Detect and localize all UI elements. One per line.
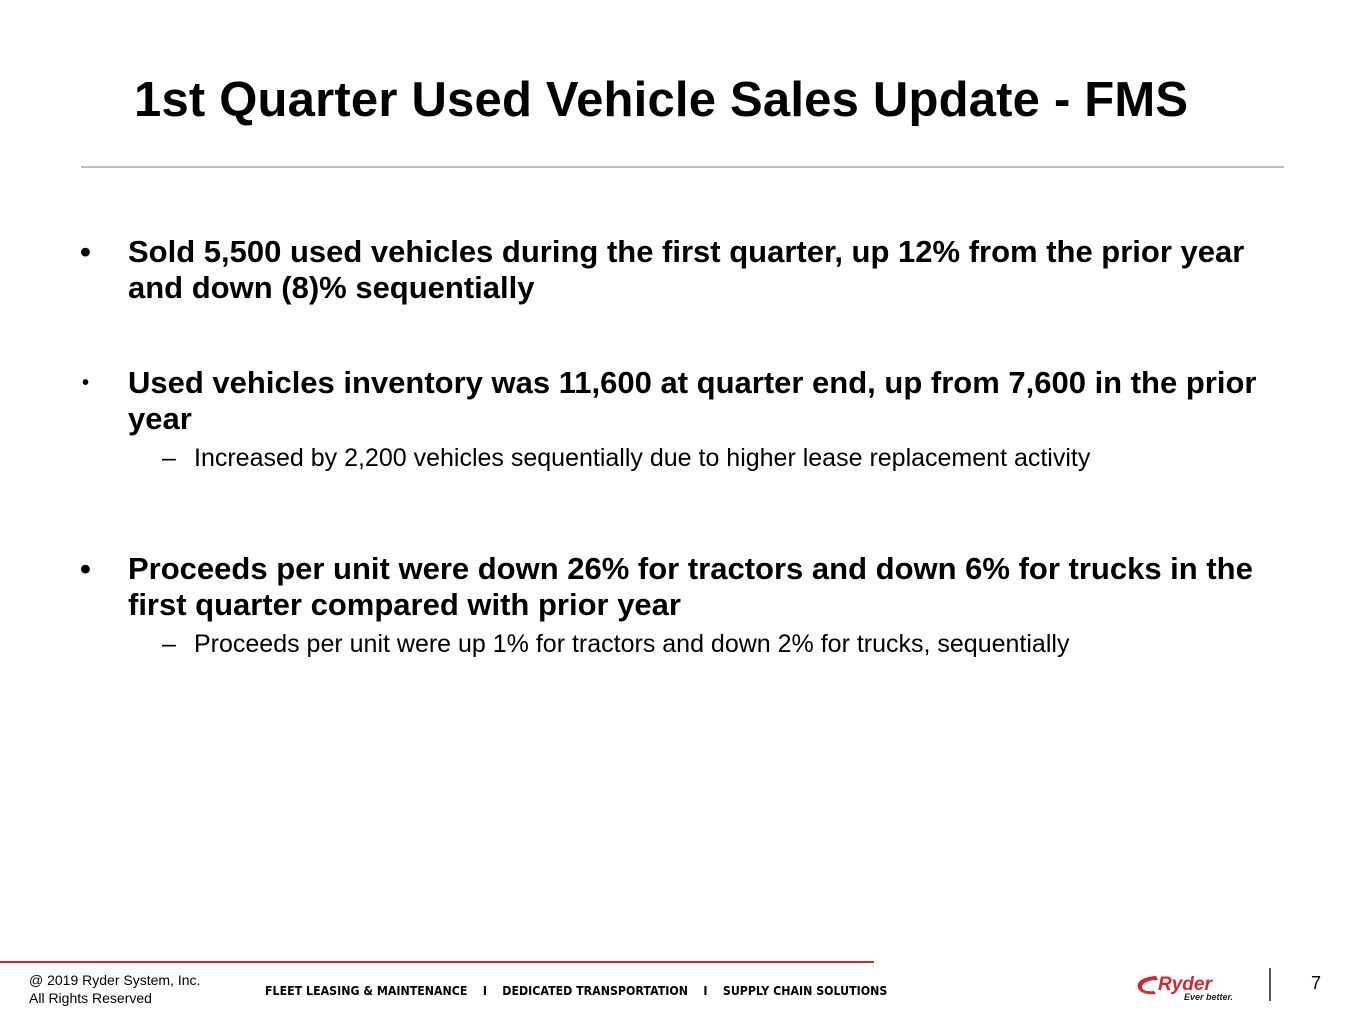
slide-title: 1st Quarter Used Vehicle Sales Update - … bbox=[134, 73, 1189, 127]
footer-divider bbox=[0, 961, 874, 963]
logo-slogan: Ever better. bbox=[1184, 992, 1233, 1002]
bullet-item: • Proceeds per unit were down 26% for tr… bbox=[80, 551, 1270, 659]
ryder-logo: Ryder Ever better. bbox=[1137, 974, 1233, 1002]
sub-bullet-marker: – bbox=[162, 444, 176, 472]
logo-swoosh-icon bbox=[1137, 976, 1158, 995]
bullet-marker: • bbox=[82, 372, 90, 394]
sub-bullet-item: – Proceeds per unit were up 1% for tract… bbox=[162, 629, 1270, 659]
sub-bullet-item: – Increased by 2,200 vehicles sequential… bbox=[162, 443, 1270, 473]
bullet-text: Sold 5,500 used vehicles during the firs… bbox=[128, 234, 1245, 305]
footer-tagline: FLEET LEASING & MAINTENANCE I DEDICATED … bbox=[265, 984, 888, 998]
bullet-marker: • bbox=[80, 551, 91, 586]
title-divider bbox=[81, 166, 1284, 168]
bullet-item: • Used vehicles inventory was 11,600 at … bbox=[80, 365, 1270, 473]
bullet-item: • Sold 5,500 used vehicles during the fi… bbox=[80, 234, 1270, 306]
bullet-marker: • bbox=[80, 234, 91, 269]
bullet-text: Proceeds per unit were down 26% for trac… bbox=[128, 551, 1253, 622]
copyright-line: @ 2019 Ryder System, Inc. bbox=[29, 972, 201, 988]
rights-line: All Rights Reserved bbox=[29, 990, 152, 1006]
copyright: @ 2019 Ryder System, Inc. All Rights Res… bbox=[29, 971, 200, 1007]
page-number: 7 bbox=[1311, 973, 1322, 993]
sub-bullet-text: Proceeds per unit were up 1% for tractor… bbox=[194, 630, 1070, 658]
sub-bullet-marker: – bbox=[162, 630, 176, 658]
footer-vertical-divider bbox=[1269, 968, 1271, 1001]
bullet-text: Used vehicles inventory was 11,600 at qu… bbox=[128, 365, 1257, 436]
sub-bullet-text: Increased by 2,200 vehicles sequentially… bbox=[194, 444, 1091, 472]
logo-wordmark: Ryder bbox=[1158, 974, 1213, 995]
